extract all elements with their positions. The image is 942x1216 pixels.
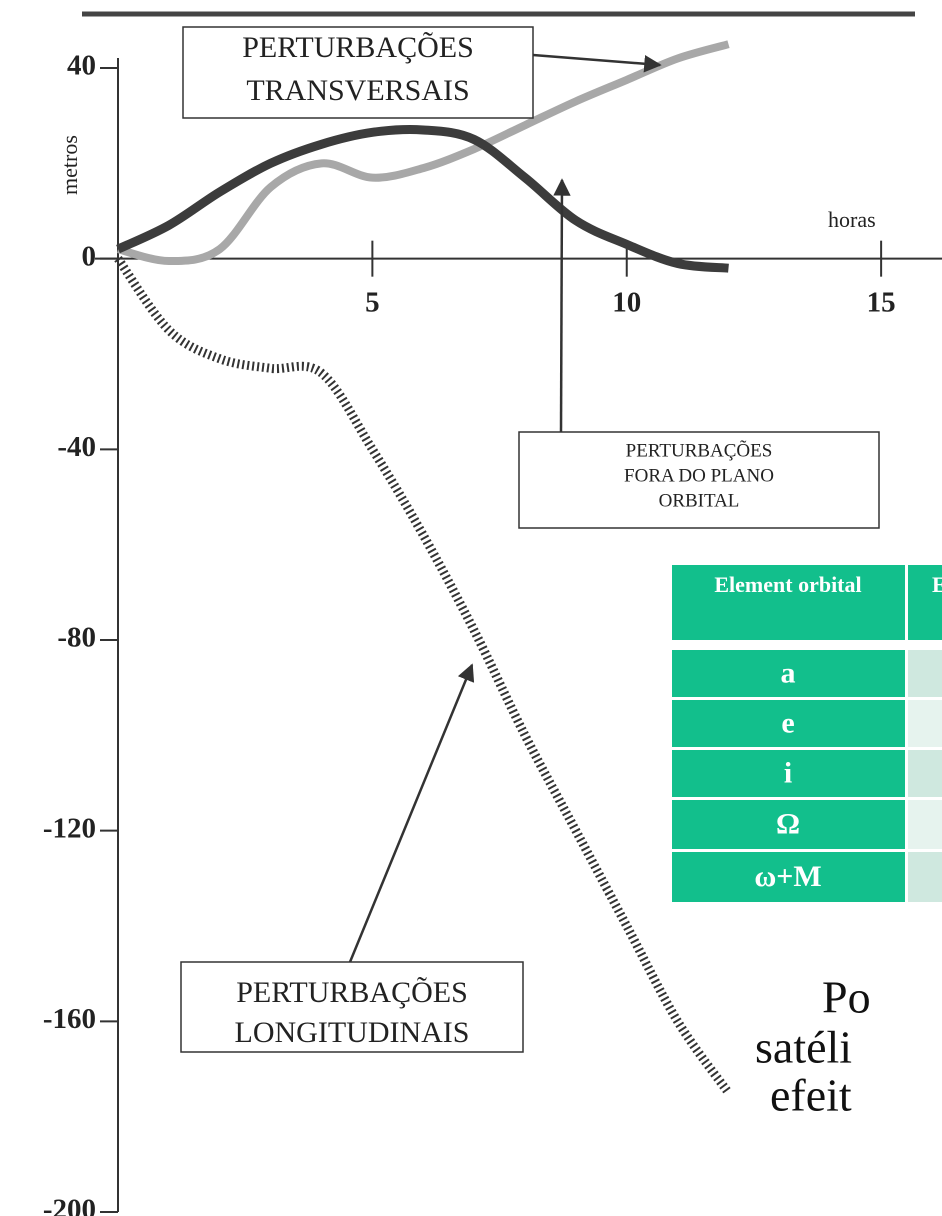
table-cell <box>908 650 942 697</box>
table-cell-text: e <box>781 706 794 739</box>
x-axis-label: horas <box>828 207 876 232</box>
table-cell <box>672 650 905 697</box>
table-cell-text: i <box>784 756 792 789</box>
annotation-box <box>518 431 880 529</box>
table-header: Element orbital <box>714 572 861 597</box>
table-cell <box>672 700 905 747</box>
arrow <box>532 53 662 73</box>
table-cell <box>672 800 905 849</box>
table-cell <box>908 852 942 902</box>
body-text: satéli <box>755 1022 852 1073</box>
y-axis-label: metros <box>57 135 82 195</box>
table-cell <box>908 750 942 797</box>
annotation-box <box>180 961 524 1053</box>
x-tick-label: 15 <box>867 286 896 318</box>
y-tick-label: -200 <box>43 1194 96 1216</box>
table-cell-text: Ω <box>776 807 800 840</box>
annotation-text: FORA DO PLANO <box>624 465 774 486</box>
annotation-text: PERTURBAÇÕES <box>242 31 474 64</box>
annotation-text: PERTURBAÇÕES <box>626 439 773 461</box>
table-cell <box>672 750 905 797</box>
arrow <box>553 178 571 433</box>
table-header: E <box>932 572 942 597</box>
series-line <box>116 40 730 266</box>
table-header-cell <box>908 565 942 640</box>
table-header-cell <box>672 565 905 640</box>
table-cell-text: ω+M <box>754 860 821 893</box>
series-line <box>114 256 733 1096</box>
table-cell <box>908 800 942 849</box>
y-tick-label: -40 <box>57 431 96 463</box>
body-text: Po <box>822 972 871 1023</box>
y-tick-label: -120 <box>43 812 96 844</box>
series-line <box>116 125 729 273</box>
annotation-text: PERTURBAÇÕES <box>236 976 468 1009</box>
arrow <box>348 663 475 963</box>
y-tick-label: -160 <box>43 1003 96 1035</box>
annotation-text: LONGITUDINAIS <box>235 1016 470 1049</box>
annotation-box <box>182 26 534 119</box>
table-cell <box>672 852 905 902</box>
y-tick-label: -80 <box>57 622 96 654</box>
annotation-text: ORBITAL <box>659 490 740 511</box>
annotation-text: TRANSVERSAIS <box>246 74 469 107</box>
table-cell <box>908 700 942 747</box>
y-tick-label: 40 <box>67 50 96 82</box>
x-tick-label: 5 <box>365 286 380 318</box>
x-tick-label: 10 <box>612 286 641 318</box>
y-tick-label: 0 <box>82 240 97 272</box>
body-text: efeit <box>770 1070 852 1121</box>
annotations <box>180 26 880 1053</box>
table-cell-text: a <box>781 656 796 689</box>
